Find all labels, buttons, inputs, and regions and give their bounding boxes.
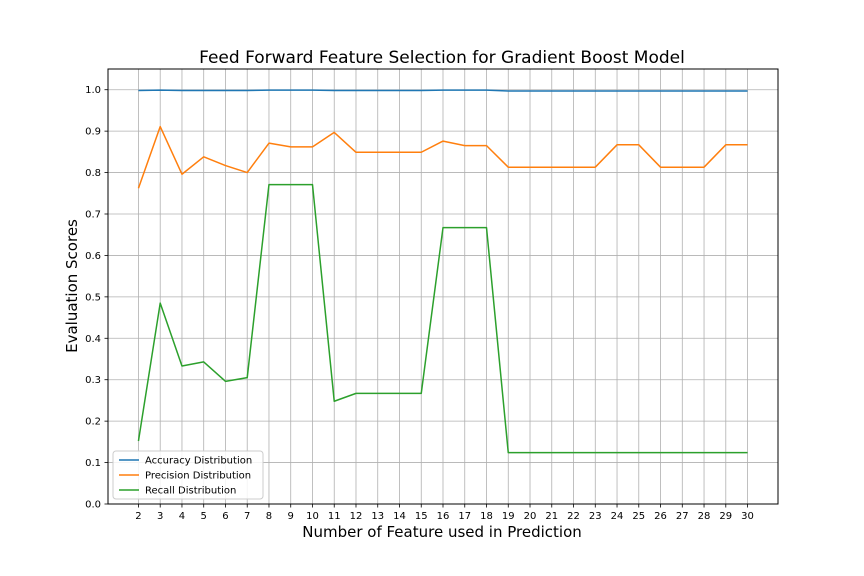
x-tick-label: 25: [632, 511, 645, 522]
legend-label: Recall Distribution: [145, 486, 236, 497]
x-tick-label: 5: [201, 511, 207, 522]
x-tick-label: 4: [179, 511, 185, 522]
series-line-accuracy-distribution: [138, 89, 748, 92]
x-tick-label: 17: [458, 511, 471, 522]
y-tick-label: 0.8: [85, 168, 101, 179]
y-tick-label: 0.2: [85, 417, 101, 428]
x-tick-label: 18: [480, 511, 493, 522]
series-lines: [137, 89, 748, 454]
x-tick-label: 24: [611, 511, 624, 522]
legend-box: [112, 450, 264, 500]
x-tick-label: 19: [502, 511, 515, 522]
x-tick-label: 22: [567, 511, 580, 522]
y-tick-label: 1.0: [85, 85, 101, 96]
x-tick-label: 9: [288, 511, 294, 522]
x-tick-label: 3: [157, 511, 163, 522]
y-tick-label: 0.1: [85, 458, 101, 469]
x-tick-label: 8: [266, 511, 272, 522]
x-tick-label: 16: [437, 511, 450, 522]
chart-title: Feed Forward Feature Selection for Gradi…: [199, 48, 685, 68]
x-tick-label: 10: [306, 511, 319, 522]
y-tick-label: 0.0: [85, 500, 101, 511]
x-axis-ticks: 2 3 4 5 6 7 8 9 10 11 12 13 14 15 16 17 18 19 20 21 22 23 24 25…: [135, 504, 754, 522]
y-tick-label: 0.5: [85, 292, 101, 303]
y-tick-label: 0.4: [85, 334, 101, 345]
x-tick-label: 7: [244, 511, 250, 522]
x-tick-label: 20: [524, 511, 537, 522]
x-tick-label: 29: [719, 511, 732, 522]
x-tick-label: 2: [135, 511, 141, 522]
y-axis-label: Evaluation Scores: [63, 219, 81, 353]
legend-label: Precision Distribution: [145, 471, 251, 482]
x-tick-label: 28: [698, 511, 711, 522]
x-tick-label: 23: [589, 511, 602, 522]
y-tick-label: 0.9: [85, 127, 101, 138]
y-tick-label: 0.7: [85, 210, 101, 221]
series-line-recall-distribution: [137, 183, 748, 454]
y-tick-label: 0.3: [85, 375, 101, 386]
legend: Accuracy Distribution Precision Distribut…: [112, 450, 264, 500]
y-tick-label: 0.6: [85, 251, 101, 262]
y-axis-ticks: 0.0 0.1 0.2 0.3 0.4 0.5 0.6 0.7 0.8 0.9 1.0: [85, 85, 108, 511]
x-tick-label: 11: [328, 511, 341, 522]
x-tick-label: 13: [371, 511, 384, 522]
grid: [108, 69, 778, 505]
x-tick-label: 30: [741, 511, 754, 522]
x-tick-label: 15: [415, 511, 428, 522]
x-tick-label: 6: [222, 511, 228, 522]
series-line-precision-distribution: [137, 125, 748, 189]
x-tick-label: 21: [545, 511, 558, 522]
x-tick-label: 12: [350, 511, 363, 522]
x-tick-label: 26: [654, 511, 667, 522]
x-axis-label: Number of Feature used in Prediction: [302, 523, 582, 541]
legend-label: Accuracy Distribution: [145, 456, 252, 467]
x-tick-label: 14: [393, 511, 406, 522]
x-tick-label: 27: [676, 511, 689, 522]
